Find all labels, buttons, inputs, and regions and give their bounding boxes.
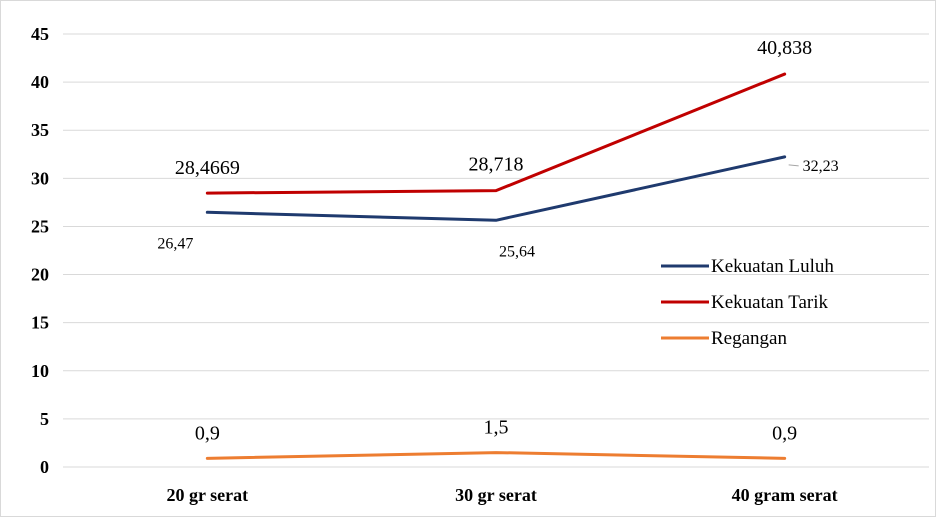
series-lines [205, 72, 787, 460]
y-tick-label: 45 [31, 24, 49, 44]
y-tick-label: 25 [31, 216, 49, 236]
x-tick-label: 30 gr serat [455, 485, 537, 505]
data-label: 40,838 [757, 37, 812, 59]
legend-entry: Kekuatan Luluh [711, 256, 834, 277]
gridlines [63, 33, 929, 468]
x-tick-label: 40 gram serat [732, 485, 838, 505]
data-label: 0,9 [772, 422, 797, 444]
y-tick-label: 35 [31, 120, 49, 140]
data-label: 28,4669 [175, 157, 240, 179]
y-axis-ticks: 0 5 10 15 20 25 30 35 40 45 [31, 24, 49, 477]
y-tick-label: 5 [40, 409, 49, 429]
legend-entry: Regangan [711, 328, 787, 349]
y-tick-label: 40 [31, 72, 49, 92]
y-tick-label: 0 [40, 457, 49, 477]
y-tick-label: 15 [31, 313, 49, 333]
data-label: 28,718 [469, 154, 524, 176]
x-tick-label: 20 gr serat [167, 485, 249, 505]
legend-entry: Kekuatan Tarik [711, 292, 829, 313]
data-label: 1,5 [484, 417, 509, 439]
data-labels: 26,47 25,64 32,23 28,4669 28,718 40,838 0,9 1,5… [157, 37, 838, 444]
y-tick-label: 10 [31, 361, 49, 381]
y-tick-label: 20 [31, 265, 49, 285]
data-label: 0,9 [195, 422, 220, 444]
y-tick-label: 30 [31, 168, 49, 188]
data-label: 26,47 [157, 235, 193, 252]
legend: Kekuatan Luluh Kekuatan Tarik Regangan [661, 256, 834, 349]
series-line-2 [205, 451, 787, 460]
data-label: 32,23 [803, 158, 839, 175]
x-axis-ticks: 20 gr serat 30 gr serat 40 gram serat [167, 485, 838, 505]
series-line-1 [205, 72, 787, 195]
label-leader [788, 164, 799, 167]
data-label: 25,64 [499, 243, 535, 260]
series-line-0 [205, 155, 787, 222]
